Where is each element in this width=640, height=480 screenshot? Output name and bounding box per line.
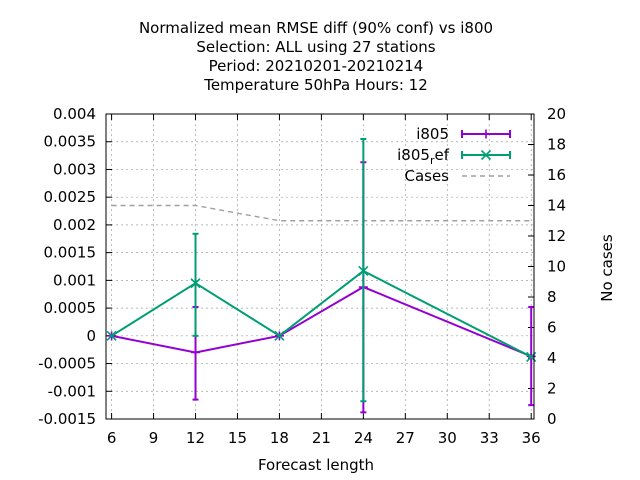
ticks: 6 9 12 15 18 21 24 27 30 33 36-0.0015-0.001-0.0005…: [38, 105, 566, 447]
grid: [106, 113, 534, 420]
x-tick-label: 6: [107, 429, 117, 447]
x-tick-label: 33: [480, 429, 499, 447]
y-tick-label: 0.0005: [44, 299, 97, 317]
point-i805_ref: [190, 278, 201, 289]
legend-label-cases: Cases: [404, 167, 449, 185]
point-i805: [191, 347, 201, 357]
x-tick-label: 21: [312, 429, 331, 447]
x-tick-label: 15: [228, 429, 247, 447]
y-tick-label: -0.001: [48, 382, 96, 400]
y2-tick-label: 16: [547, 166, 566, 184]
point-i805_ref: [274, 330, 285, 341]
title-line-1: Normalized mean RMSE diff (90% conf) vs …: [139, 19, 493, 37]
y2-tick-label: 6: [547, 319, 557, 337]
x-tick-label: 24: [354, 429, 373, 447]
x-tick-label: 18: [270, 429, 289, 447]
cases-line: [111, 204, 532, 222]
y2-tick-label: 10: [547, 258, 566, 276]
y2-tick-label: 0: [547, 410, 557, 428]
point-i805_ref: [358, 265, 369, 277]
y2-tick-label: 20: [547, 105, 566, 123]
x-tick-label: 9: [149, 429, 159, 447]
y-tick-label: -0.0005: [38, 355, 96, 373]
y-tick-label: 0.004: [53, 105, 96, 123]
y2-tick-label: 14: [547, 197, 566, 215]
series-line-i805_ref: [111, 269, 532, 358]
x-tick-label: 36: [522, 429, 541, 447]
legend-marker-i805: [481, 129, 491, 139]
legend-marker-i805-ref: [480, 149, 492, 161]
y2-tick-label: 2: [547, 380, 557, 398]
y-tick-label: 0.003: [53, 160, 96, 178]
y2-tick-label: 18: [547, 136, 566, 154]
x-tick-label: 30: [438, 429, 457, 447]
cases-layer: [111, 204, 532, 222]
point-i805_ref: [106, 330, 117, 341]
title-line-3: Period: 20210201-20210214: [209, 57, 424, 75]
y-tick-label: 0.001: [53, 271, 96, 289]
y2-tick-label: 12: [547, 227, 566, 245]
x-tick-label: 12: [186, 429, 205, 447]
legend-label-i805: i805: [416, 125, 449, 143]
y-tick-label: 0.0035: [44, 133, 97, 151]
y2-tick-label: 8: [547, 288, 557, 306]
legend-label-i805-ref: i805ref: [397, 146, 450, 167]
title-line-2: Selection: ALL using 27 stations: [196, 38, 435, 56]
y2-tick-label: 4: [547, 349, 557, 367]
series-layer: [106, 137, 537, 414]
title-line-4: Temperature 50hPa Hours: 12: [203, 76, 428, 94]
chart-title: Normalized mean RMSE diff (90% conf) vs …: [139, 19, 493, 94]
y-tick-label: 0.002: [53, 216, 96, 234]
y-tick-label: -0.0015: [38, 410, 96, 428]
y-tick-label: 0: [86, 327, 96, 345]
y-tick-label: 0.0015: [44, 244, 97, 262]
x-tick-label: 27: [396, 429, 415, 447]
x-axis-label: Forecast length: [258, 456, 374, 474]
plot-border: [105, 113, 535, 420]
y2-axis-label: No cases: [598, 234, 616, 302]
y-tick-label: 0.0025: [44, 188, 97, 206]
